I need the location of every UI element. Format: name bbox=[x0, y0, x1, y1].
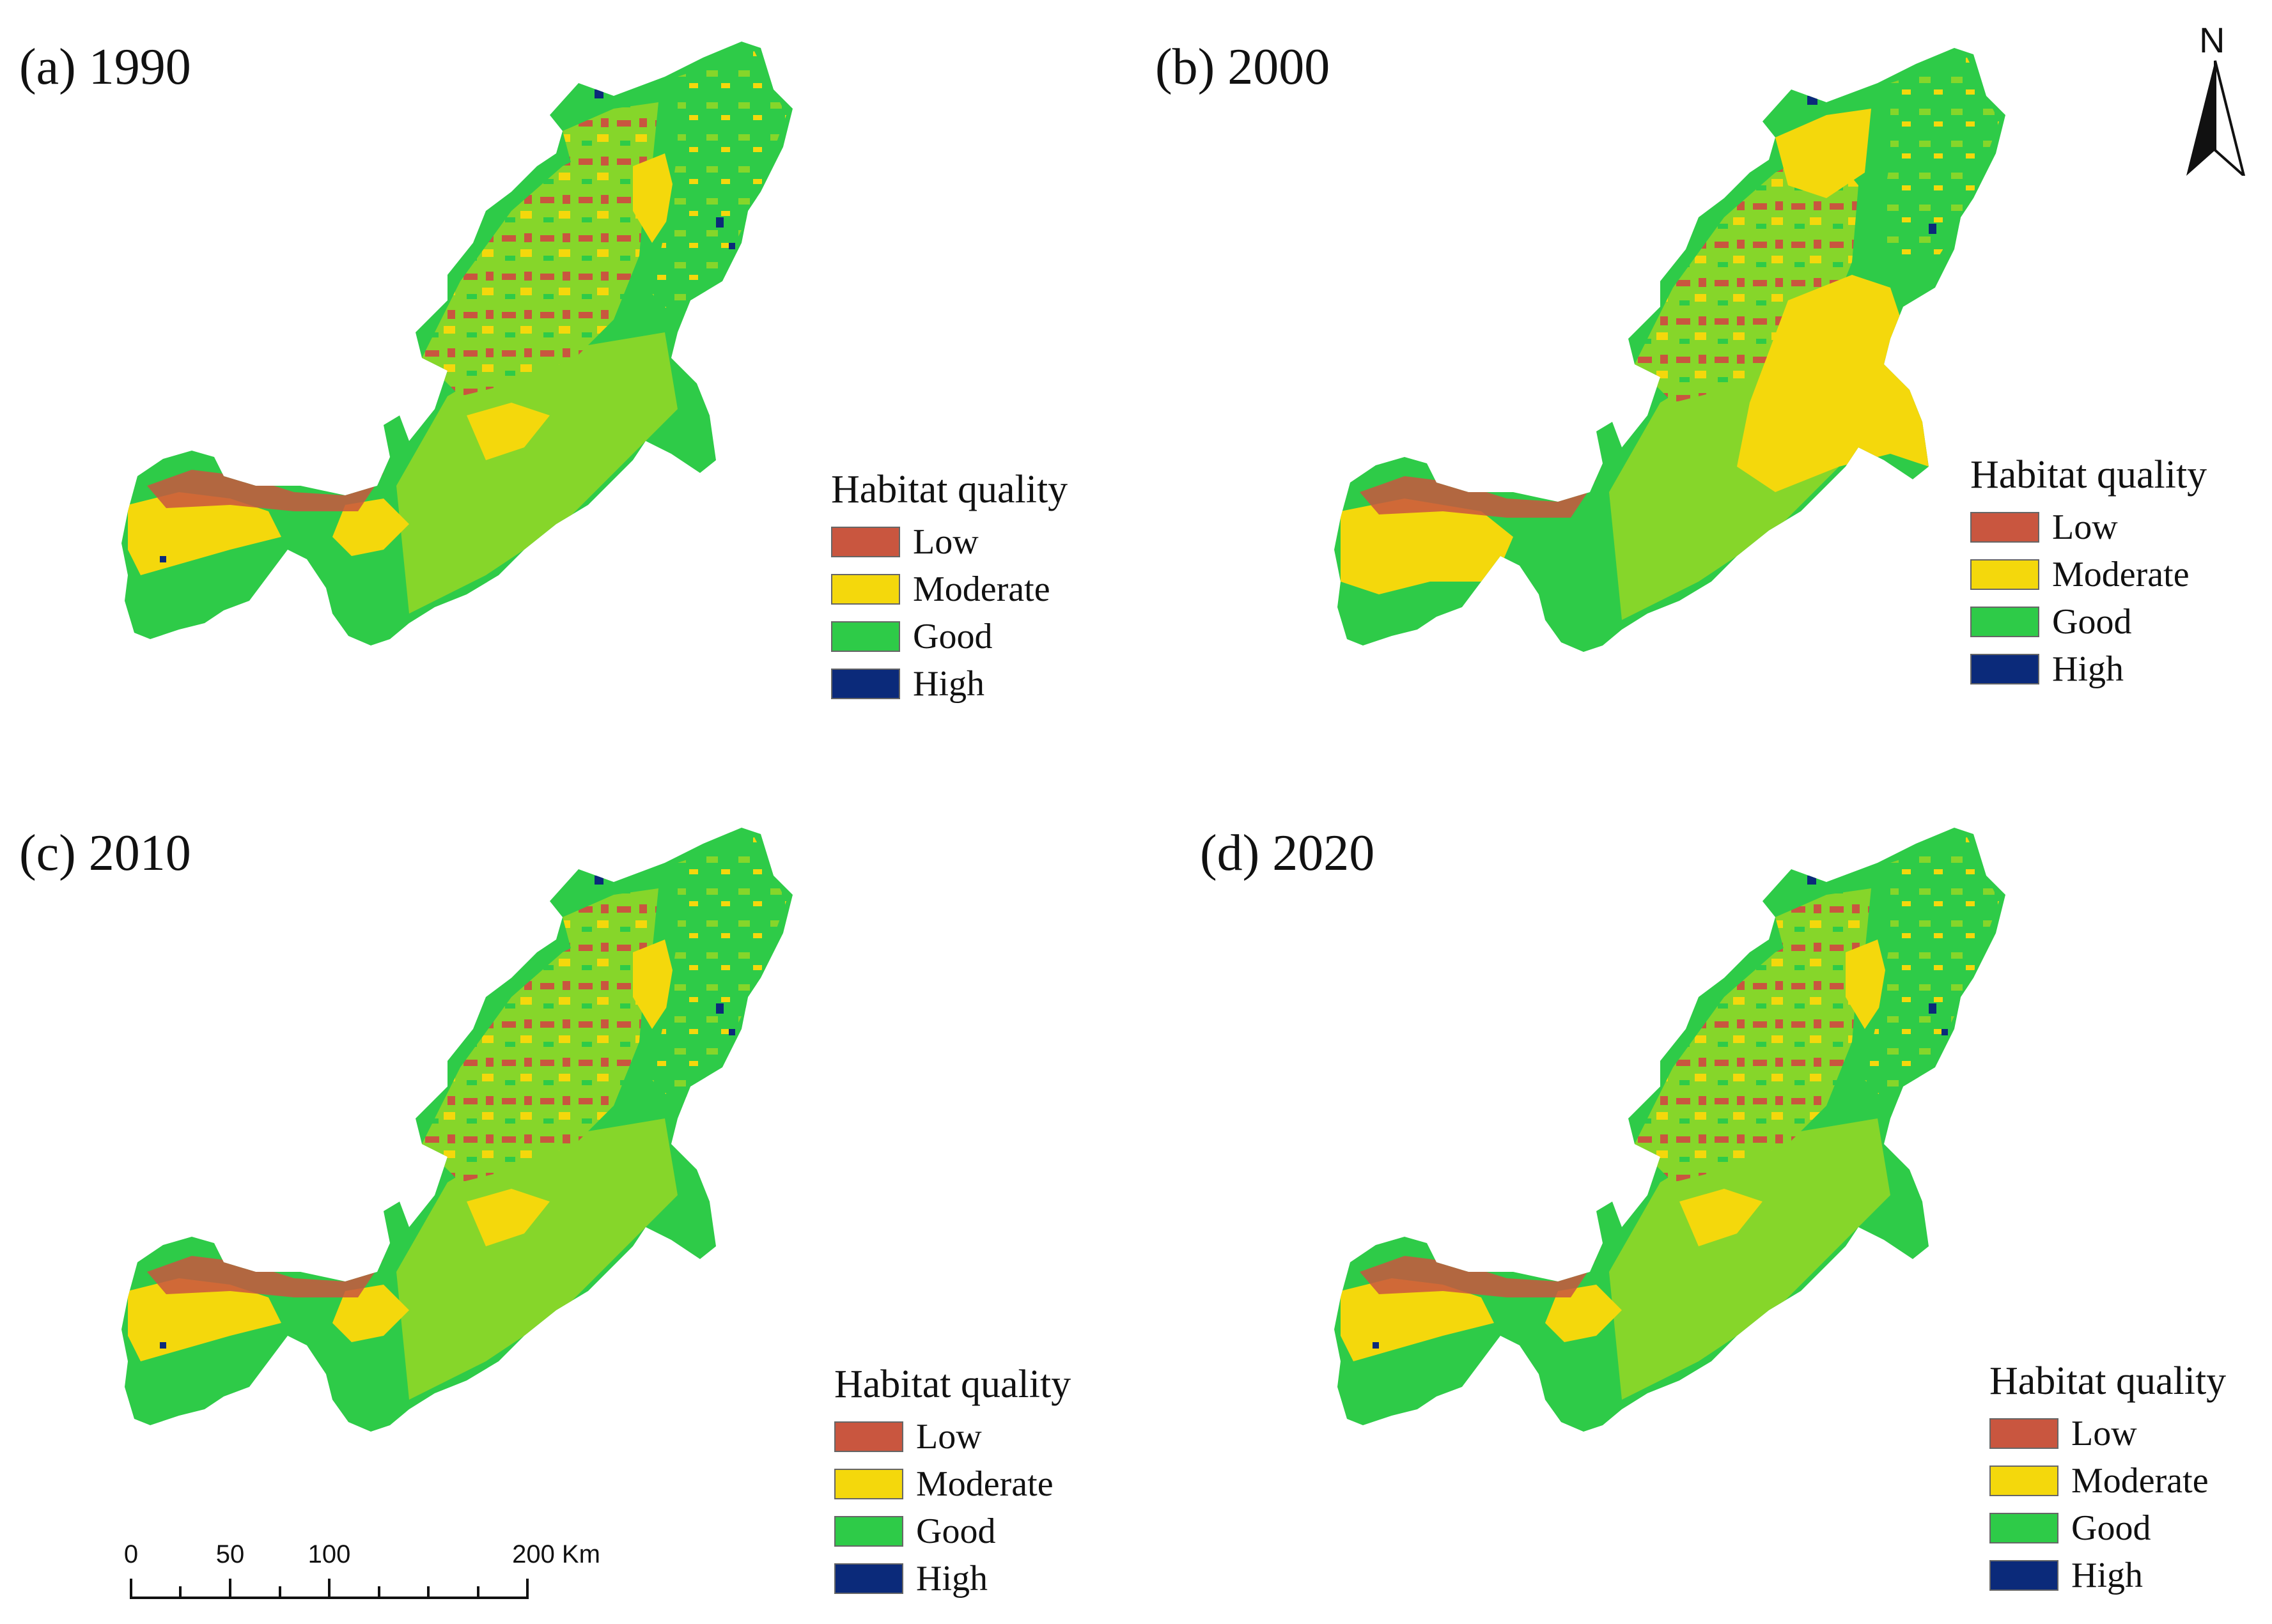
legend-swatch bbox=[831, 621, 900, 652]
legend-swatch bbox=[1989, 1465, 2058, 1496]
legend-item-good: Good bbox=[1970, 598, 2207, 646]
legend-item-high: High bbox=[834, 1555, 1071, 1602]
legend-item-moderate: Moderate bbox=[834, 1460, 1071, 1508]
legend-label: Good bbox=[916, 1512, 996, 1551]
legend-label: Good bbox=[2052, 602, 2132, 642]
legend-swatch bbox=[1989, 1418, 2058, 1449]
legend-item-good: Good bbox=[1989, 1504, 2226, 1552]
habitat-map bbox=[0, 0, 831, 735]
legend-item-moderate: Moderate bbox=[1970, 551, 2207, 598]
legend-swatch bbox=[831, 527, 900, 557]
legend-swatch bbox=[1970, 559, 2039, 590]
panel-title: (d) 2020 bbox=[1200, 825, 1375, 881]
map-panel-2000: (b) 2000 Habitat quality Low Moderate Go… bbox=[1136, 0, 2272, 812]
legend-item-good: Good bbox=[831, 613, 1068, 660]
map-panel-2010: (c) 2010 Habitat quality Low Moderate Go… bbox=[0, 786, 1136, 1598]
scale-tick-label: 100 bbox=[307, 1540, 351, 1568]
scale-bar: 0 50 100 200 Km bbox=[121, 1540, 607, 1617]
legend-item-good: Good bbox=[834, 1508, 1071, 1555]
legend-title: Habitat quality bbox=[834, 1363, 1071, 1406]
legend-swatch bbox=[834, 1421, 903, 1452]
legend-label: High bbox=[916, 1559, 988, 1598]
legend-label: Moderate bbox=[913, 569, 1050, 609]
legend-item-low: Low bbox=[1989, 1410, 2226, 1457]
habitat-map bbox=[1213, 6, 2044, 741]
legend-item-low: Low bbox=[834, 1413, 1071, 1460]
legend-swatch bbox=[834, 1563, 903, 1594]
legend-label: Good bbox=[2071, 1508, 2151, 1548]
legend-swatch bbox=[834, 1516, 903, 1547]
legend-swatch bbox=[1970, 654, 2039, 684]
legend-label: High bbox=[2071, 1556, 2143, 1595]
legend-label: Low bbox=[2071, 1414, 2137, 1453]
legend-label: Good bbox=[913, 617, 993, 656]
legend-label: Low bbox=[2052, 507, 2118, 547]
legend: Habitat quality Low Moderate Good High bbox=[831, 470, 1068, 708]
legend-label: Moderate bbox=[2071, 1461, 2209, 1501]
scale-tick-label: 200 Km bbox=[512, 1540, 600, 1568]
panel-title: (c) 2010 bbox=[19, 825, 191, 881]
scale-bar-line bbox=[130, 1579, 529, 1599]
legend-swatch bbox=[1989, 1560, 2058, 1591]
north-label: N bbox=[2199, 20, 2225, 60]
legend-swatch bbox=[831, 574, 900, 605]
legend-label: High bbox=[2052, 649, 2124, 689]
legend-swatch bbox=[834, 1469, 903, 1499]
legend: Habitat quality Low Moderate Good High bbox=[1970, 455, 2207, 693]
legend-label: Moderate bbox=[916, 1464, 1054, 1504]
legend: Habitat quality Low Moderate Good High bbox=[834, 1365, 1071, 1602]
habitat-map bbox=[0, 786, 831, 1521]
legend-label: Low bbox=[913, 522, 979, 562]
habitat-map bbox=[1213, 786, 2044, 1521]
north-arrow: N bbox=[2180, 19, 2250, 176]
panel-title: (b) 2000 bbox=[1155, 39, 1330, 95]
legend-title: Habitat quality bbox=[1989, 1359, 2227, 1403]
legend-label: High bbox=[913, 664, 984, 704]
legend-item-high: High bbox=[1989, 1552, 2226, 1599]
legend-title: Habitat quality bbox=[831, 468, 1068, 511]
legend-swatch bbox=[1970, 607, 2039, 637]
legend-label: Moderate bbox=[2052, 555, 2190, 594]
legend-item-high: High bbox=[831, 660, 1068, 708]
legend-title: Habitat quality bbox=[1970, 453, 2207, 497]
scale-tick-label: 0 bbox=[123, 1540, 139, 1568]
legend-swatch bbox=[1970, 512, 2039, 543]
map-panel-1990: (a) 1990 Habitat quality Low Moderate Go… bbox=[0, 0, 1136, 812]
map-panel-2020: (d) 2020 Habitat quality Low Moderate Go… bbox=[1136, 786, 2272, 1598]
legend-item-moderate: Moderate bbox=[1989, 1457, 2226, 1504]
legend-item-low: Low bbox=[831, 518, 1068, 566]
legend-swatch bbox=[1989, 1513, 2058, 1543]
legend-swatch bbox=[831, 669, 900, 699]
legend-item-high: High bbox=[1970, 646, 2207, 693]
scale-tick-label: 50 bbox=[215, 1540, 245, 1568]
legend: Habitat quality Low Moderate Good High bbox=[1989, 1361, 2226, 1599]
panel-title: (a) 1990 bbox=[19, 39, 191, 95]
legend-label: Low bbox=[916, 1417, 982, 1457]
legend-item-moderate: Moderate bbox=[831, 566, 1068, 613]
legend-item-low: Low bbox=[1970, 504, 2207, 551]
north-arrow-icon bbox=[2186, 60, 2246, 176]
